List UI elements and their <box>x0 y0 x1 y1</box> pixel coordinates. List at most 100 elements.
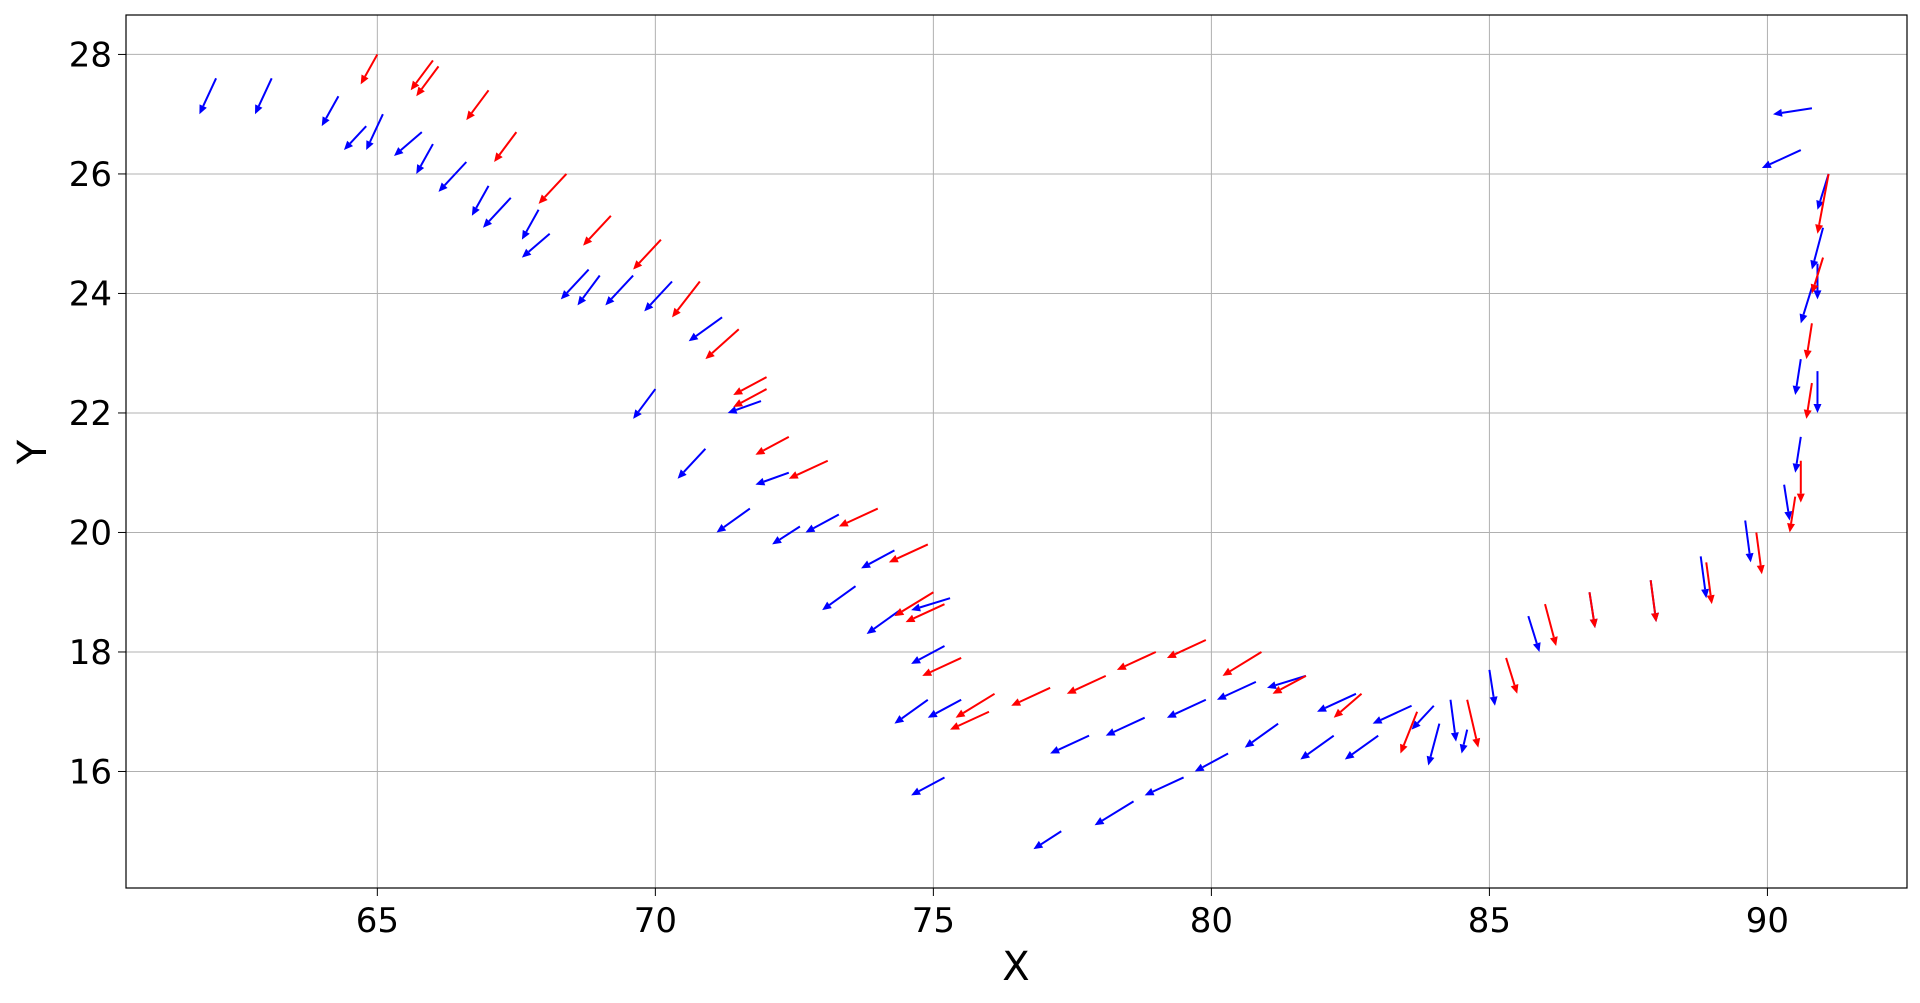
arrow-head <box>672 307 681 318</box>
arrow-shaft <box>419 143 434 167</box>
arrow <box>755 435 790 455</box>
arrow-head <box>733 387 744 396</box>
arrow-head <box>577 295 587 306</box>
arrow-shaft <box>1040 830 1062 846</box>
arrow-head <box>1792 385 1801 396</box>
arrow-head <box>1244 739 1255 748</box>
arrow <box>482 197 512 228</box>
arrow <box>1426 723 1441 766</box>
arrow <box>1527 615 1541 652</box>
arrow-shaft <box>935 698 962 715</box>
arrow <box>1272 674 1307 694</box>
arrow-shaft <box>415 59 434 84</box>
arrow-shaft <box>1466 699 1478 740</box>
arrow-shaft <box>676 280 701 311</box>
arrow <box>644 280 673 312</box>
arrow-shaft <box>711 328 740 354</box>
arrow <box>1810 227 1825 270</box>
arrow-head <box>1344 751 1355 760</box>
arrow-head <box>1745 552 1754 563</box>
arrow-shaft <box>1380 704 1412 721</box>
arrow <box>1400 711 1419 754</box>
x-tick-label: 85 <box>1468 901 1511 941</box>
arrow <box>521 209 540 240</box>
arrow <box>1011 686 1051 706</box>
arrow-head <box>1105 728 1116 736</box>
arrow <box>772 525 801 545</box>
arrow-head <box>894 608 905 617</box>
arrow-shaft <box>443 161 468 186</box>
arrow <box>1411 705 1435 730</box>
arrow-shaft <box>1224 680 1257 697</box>
arrow <box>950 710 990 730</box>
arrow-head <box>688 332 699 342</box>
arrow-head <box>1756 564 1765 575</box>
arrow <box>677 448 707 479</box>
arrow-head <box>1222 667 1233 676</box>
arrow <box>888 543 929 563</box>
y-tick-label: 26 <box>69 155 112 195</box>
x-tick-label: 80 <box>1190 901 1233 941</box>
arrow-head <box>1589 618 1598 629</box>
arrow <box>1105 716 1146 736</box>
arrow-shaft <box>1505 657 1516 686</box>
arrow <box>605 274 634 306</box>
arrow-shaft <box>420 65 440 90</box>
arrow-head <box>1813 290 1822 300</box>
arrow <box>633 238 662 270</box>
arrow-shaft <box>868 549 895 565</box>
arrow-head <box>1472 737 1481 748</box>
arrow <box>1244 722 1279 748</box>
arrow <box>1066 674 1107 694</box>
arrow-head <box>633 260 643 270</box>
arrow-shaft <box>528 232 551 253</box>
arrow-head <box>1333 708 1344 718</box>
arrow-head <box>1810 283 1819 294</box>
arrow-shaft <box>637 388 657 413</box>
arrow-head <box>410 80 420 91</box>
arrow-shaft <box>1795 359 1802 387</box>
arrow-shaft <box>1351 734 1379 756</box>
arrow <box>1050 734 1090 754</box>
arrow <box>755 471 790 486</box>
arrow-head <box>416 164 425 174</box>
arrow-shaft <box>763 471 790 483</box>
arrow-head <box>1772 108 1783 117</box>
arrow <box>1300 734 1335 760</box>
arrow <box>838 507 879 527</box>
arrow-shaft <box>488 197 512 222</box>
arrow-shaft <box>812 513 840 530</box>
arrow-head <box>955 709 966 718</box>
arrow-shaft <box>962 692 996 714</box>
y-tick-label: 24 <box>69 274 112 314</box>
arrow-shaft <box>723 507 751 529</box>
arrow-shaft <box>896 543 929 560</box>
arrow-shaft <box>682 448 707 473</box>
arrow <box>894 698 929 724</box>
x-axis-label: X <box>1002 944 1029 990</box>
arrow-head <box>1816 200 1824 210</box>
arrow-head <box>583 236 593 246</box>
arrow-head <box>1272 686 1283 694</box>
arrow-head <box>716 523 727 533</box>
arrow-head <box>521 248 532 258</box>
arrow-head <box>1166 650 1177 658</box>
arrow-shaft <box>1074 674 1107 691</box>
arrow-head <box>905 614 916 623</box>
arrow-shaft <box>582 274 601 299</box>
arrow <box>1796 460 1805 503</box>
arrow-head <box>255 104 263 115</box>
arrow <box>905 603 945 623</box>
arrow-shaft <box>1802 287 1813 316</box>
arrow-head <box>644 302 654 312</box>
arrow-head <box>360 74 369 85</box>
arrow <box>1649 580 1660 623</box>
arrow-shaft <box>1280 674 1307 691</box>
arrow <box>1166 639 1207 658</box>
arrow <box>1772 107 1813 117</box>
arrow-shaft <box>1416 705 1435 724</box>
arrow-shaft <box>873 609 901 630</box>
arrow-head <box>1317 704 1327 712</box>
arrow <box>672 280 701 318</box>
arrow <box>1803 323 1813 360</box>
